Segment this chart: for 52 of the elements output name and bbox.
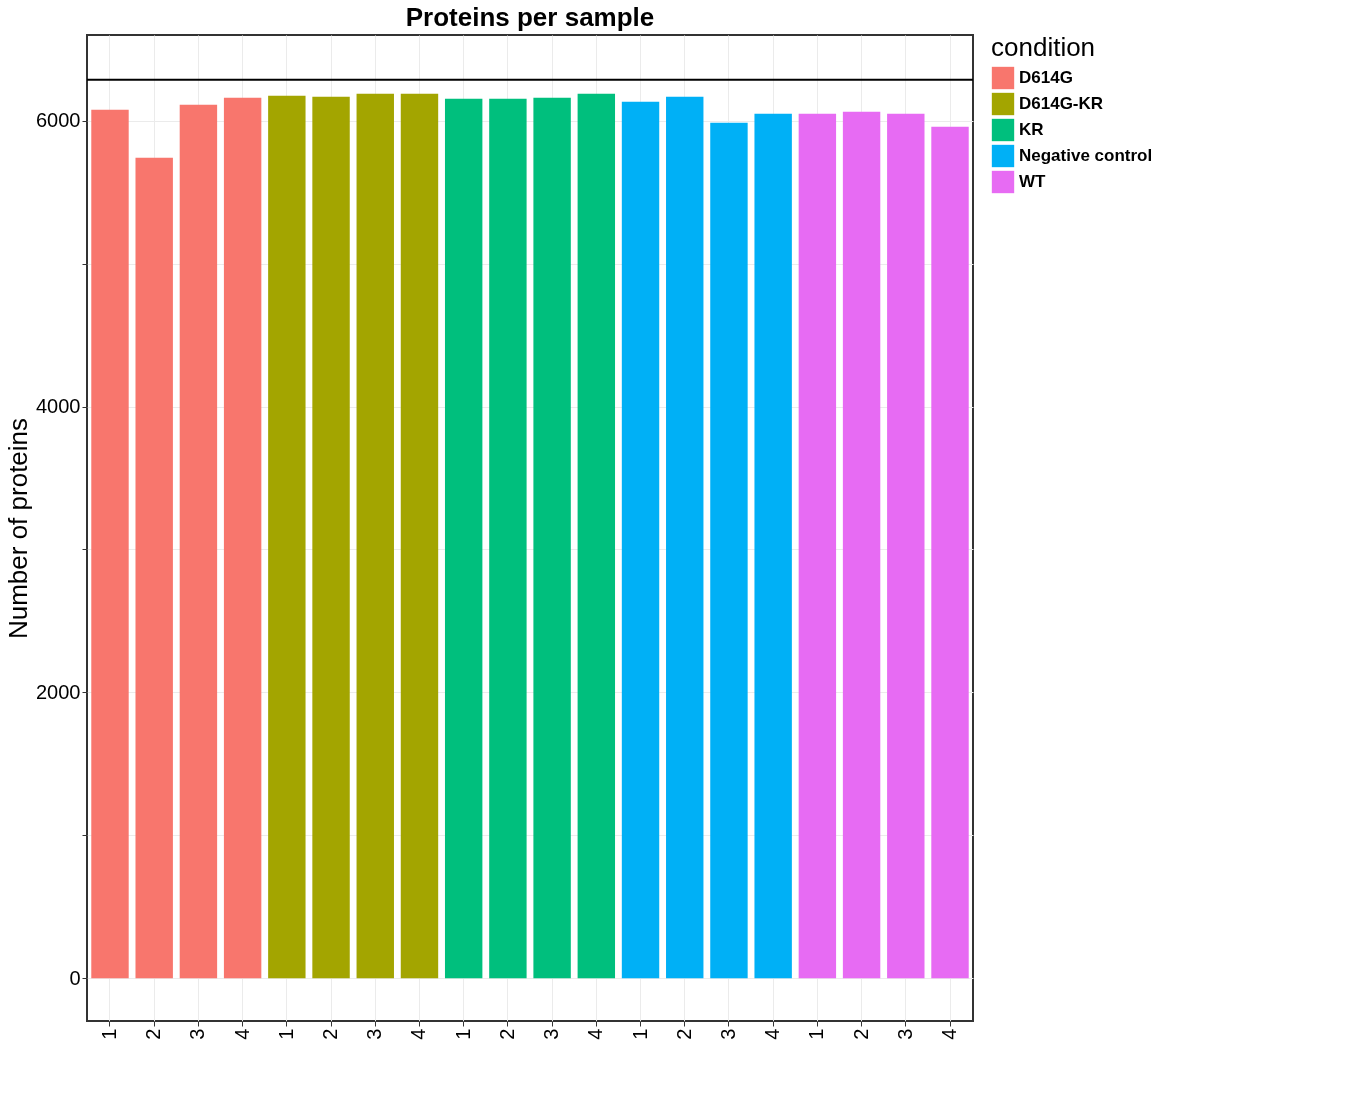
x-tick-label: 1 <box>451 1028 474 1040</box>
bar <box>621 101 660 979</box>
bar <box>666 96 704 979</box>
bar <box>489 98 527 979</box>
x-tick-label: 2 <box>319 1028 342 1040</box>
bar <box>444 98 483 979</box>
x-tick-label: 4 <box>230 1028 253 1040</box>
x-tick-label: 4 <box>407 1028 430 1040</box>
bar <box>91 109 129 979</box>
bar <box>533 97 571 979</box>
x-tick-label: 1 <box>97 1028 120 1040</box>
y-tick-label: 4000 <box>36 395 81 418</box>
legend-label: D614G <box>1019 68 1073 87</box>
y-tick-label: 6000 <box>36 109 81 132</box>
bar <box>842 111 881 979</box>
x-tick-label: 2 <box>495 1028 518 1040</box>
x-tick-label: 2 <box>672 1028 695 1040</box>
bar <box>577 93 616 979</box>
bar <box>400 93 439 979</box>
legend-label: Negative control <box>1019 146 1153 165</box>
x-tick-label: 4 <box>761 1028 784 1040</box>
bar <box>135 157 173 979</box>
x-tick-label: 3 <box>716 1028 739 1040</box>
x-tick-label: 3 <box>186 1028 209 1040</box>
bar <box>179 104 218 979</box>
y-tick-label: 2000 <box>36 680 81 703</box>
x-tick-label: 3 <box>893 1028 916 1040</box>
bar <box>887 113 925 979</box>
x-tick-label: 1 <box>805 1028 828 1040</box>
x-tick-label: 3 <box>363 1028 386 1040</box>
x-tick-label: 2 <box>849 1028 872 1040</box>
legend-title: condition <box>991 32 1096 62</box>
legend-label: D614G-KR <box>1019 94 1104 113</box>
x-tick-label: 2 <box>142 1028 165 1040</box>
bar <box>710 122 748 979</box>
y-tick-label: 0 <box>69 966 81 989</box>
chart-title: Proteins per sample <box>405 2 655 32</box>
bar <box>931 126 969 979</box>
bar <box>312 96 350 979</box>
x-tick-label: 3 <box>540 1028 563 1040</box>
bar <box>798 113 837 979</box>
legend-label: WT <box>1019 172 1047 191</box>
x-tick-label: 4 <box>938 1028 961 1040</box>
legend-label: KR <box>1019 120 1044 139</box>
x-tick-label: 1 <box>628 1028 651 1040</box>
x-tick-label: 4 <box>584 1028 607 1040</box>
bar <box>223 97 262 979</box>
bar <box>754 113 792 979</box>
y-axis-title: Number of proteins <box>3 417 34 640</box>
bar <box>356 93 394 979</box>
bar <box>268 95 306 979</box>
x-tick-label: 1 <box>274 1028 297 1040</box>
